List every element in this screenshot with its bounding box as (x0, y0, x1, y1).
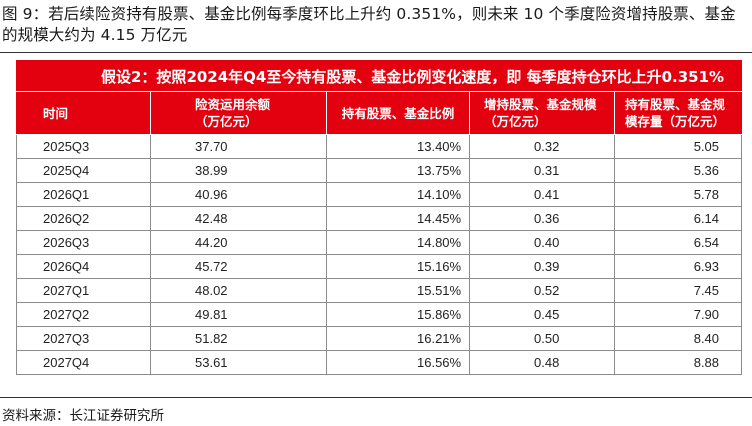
header-holding-ratio: 持有股票、基金比例 (326, 91, 470, 135)
cell-balance: 38.99 (150, 158, 327, 183)
cell-increase: 0.31 (469, 158, 615, 183)
cell-period: 2025Q3 (16, 134, 151, 159)
table-body: 2025Q3 37.70 13.40% 0.32 5.05 2025Q4 38.… (16, 134, 743, 375)
cell-ratio: 14.80% (326, 230, 470, 255)
table-row: 2027Q2 49.81 15.86% 0.45 7.90 (16, 302, 743, 327)
table-banner-row: 假设2：按照2024年Q4至今持有股票、基金比例变化速度，即 每季度持仓环比上升… (15, 60, 743, 92)
table-row: 2026Q2 42.48 14.45% 0.36 6.14 (16, 206, 743, 231)
cell-increase: 0.32 (469, 134, 615, 159)
table-row: 2027Q4 53.61 16.56% 0.48 8.88 (16, 350, 743, 375)
bottom-divider (0, 397, 752, 398)
header-increase-scale: 增持股票、基金规模（万亿元） (469, 91, 615, 135)
cell-balance: 49.81 (150, 302, 327, 327)
cell-balance: 51.82 (150, 326, 327, 351)
cell-period: 2026Q1 (16, 182, 151, 207)
cell-period: 2027Q2 (16, 302, 151, 327)
cell-balance: 37.70 (150, 134, 327, 159)
table-row: 2025Q4 38.99 13.75% 0.31 5.36 (16, 158, 743, 183)
header-increase-scale-label: 增持股票、基金规模（万亿元） (484, 97, 597, 129)
cell-stock: 6.54 (613, 230, 743, 255)
cell-stock: 6.93 (613, 254, 743, 279)
cell-increase: 0.50 (469, 326, 615, 351)
cell-increase: 0.40 (469, 230, 615, 255)
cell-period: 2027Q3 (16, 326, 151, 351)
cell-stock: 6.14 (613, 206, 743, 231)
header-insurance-balance-label: 险资运用余额（万亿元） (195, 97, 271, 129)
cell-balance: 40.96 (150, 182, 327, 207)
cell-stock: 8.40 (613, 326, 743, 351)
cell-ratio: 14.45% (326, 206, 470, 231)
table-header-row: 时间 险资运用余额（万亿元） 持有股票、基金比例 增持股票、基金规模（万亿元） … (16, 91, 743, 135)
cell-stock: 5.36 (613, 158, 743, 183)
cell-increase: 0.48 (469, 350, 615, 375)
table-row: 2027Q3 51.82 16.21% 0.50 8.40 (16, 326, 743, 351)
holdings-projection-table: 假设2：按照2024年Q4至今持有股票、基金比例变化速度，即 每季度持仓环比上升… (15, 60, 743, 375)
cell-stock: 5.05 (613, 134, 743, 159)
cell-stock: 7.45 (613, 278, 743, 303)
cell-balance: 45.72 (150, 254, 327, 279)
cell-increase: 0.36 (469, 206, 615, 231)
cell-period: 2026Q4 (16, 254, 151, 279)
table-row: 2025Q3 37.70 13.40% 0.32 5.05 (16, 134, 743, 159)
data-table-container: 假设2：按照2024年Q4至今持有股票、基金比例变化速度，即 每季度持仓环比上升… (15, 60, 743, 375)
source-note: 资料来源：长江证券研究所 (2, 408, 164, 424)
cell-increase: 0.41 (469, 182, 615, 207)
header-insurance-balance: 险资运用余额（万亿元） (150, 91, 327, 135)
cell-ratio: 13.40% (326, 134, 470, 159)
cell-increase: 0.39 (469, 254, 615, 279)
cell-balance: 42.48 (150, 206, 327, 231)
cell-period: 2025Q4 (16, 158, 151, 183)
cell-ratio: 13.75% (326, 158, 470, 183)
figure-caption: 图 9：若后续险资持有股票、基金比例每季度环比上升约 0.351%，则未来 10… (2, 5, 736, 44)
cell-ratio: 16.21% (326, 326, 470, 351)
header-holding-stock-label: 持有股票、基金规模存量（万亿元） (625, 97, 726, 129)
table-row: 2026Q3 44.20 14.80% 0.40 6.54 (16, 230, 743, 255)
top-divider (0, 52, 752, 53)
cell-ratio: 15.86% (326, 302, 470, 327)
cell-balance: 48.02 (150, 278, 327, 303)
header-period: 时间 (16, 91, 151, 135)
table-row: 2026Q4 45.72 15.16% 0.39 6.93 (16, 254, 743, 279)
cell-ratio: 15.51% (326, 278, 470, 303)
table-banner: 假设2：按照2024年Q4至今持有股票、基金比例变化速度，即 每季度持仓环比上升… (15, 60, 743, 92)
table-row: 2027Q1 48.02 15.51% 0.52 7.45 (16, 278, 743, 303)
header-holding-stock: 持有股票、基金规模存量（万亿元） (613, 91, 743, 135)
cell-period: 2027Q1 (16, 278, 151, 303)
cell-period: 2026Q2 (16, 206, 151, 231)
cell-balance: 53.61 (150, 350, 327, 375)
cell-period: 2026Q3 (16, 230, 151, 255)
cell-stock: 7.90 (613, 302, 743, 327)
cell-ratio: 14.10% (326, 182, 470, 207)
cell-stock: 5.78 (613, 182, 743, 207)
cell-increase: 0.45 (469, 302, 615, 327)
cell-ratio: 15.16% (326, 254, 470, 279)
cell-ratio: 16.56% (326, 350, 470, 375)
cell-increase: 0.52 (469, 278, 615, 303)
cell-period: 2027Q4 (16, 350, 151, 375)
cell-balance: 44.20 (150, 230, 327, 255)
table-row: 2026Q1 40.96 14.10% 0.41 5.78 (16, 182, 743, 207)
cell-stock: 8.88 (613, 350, 743, 375)
